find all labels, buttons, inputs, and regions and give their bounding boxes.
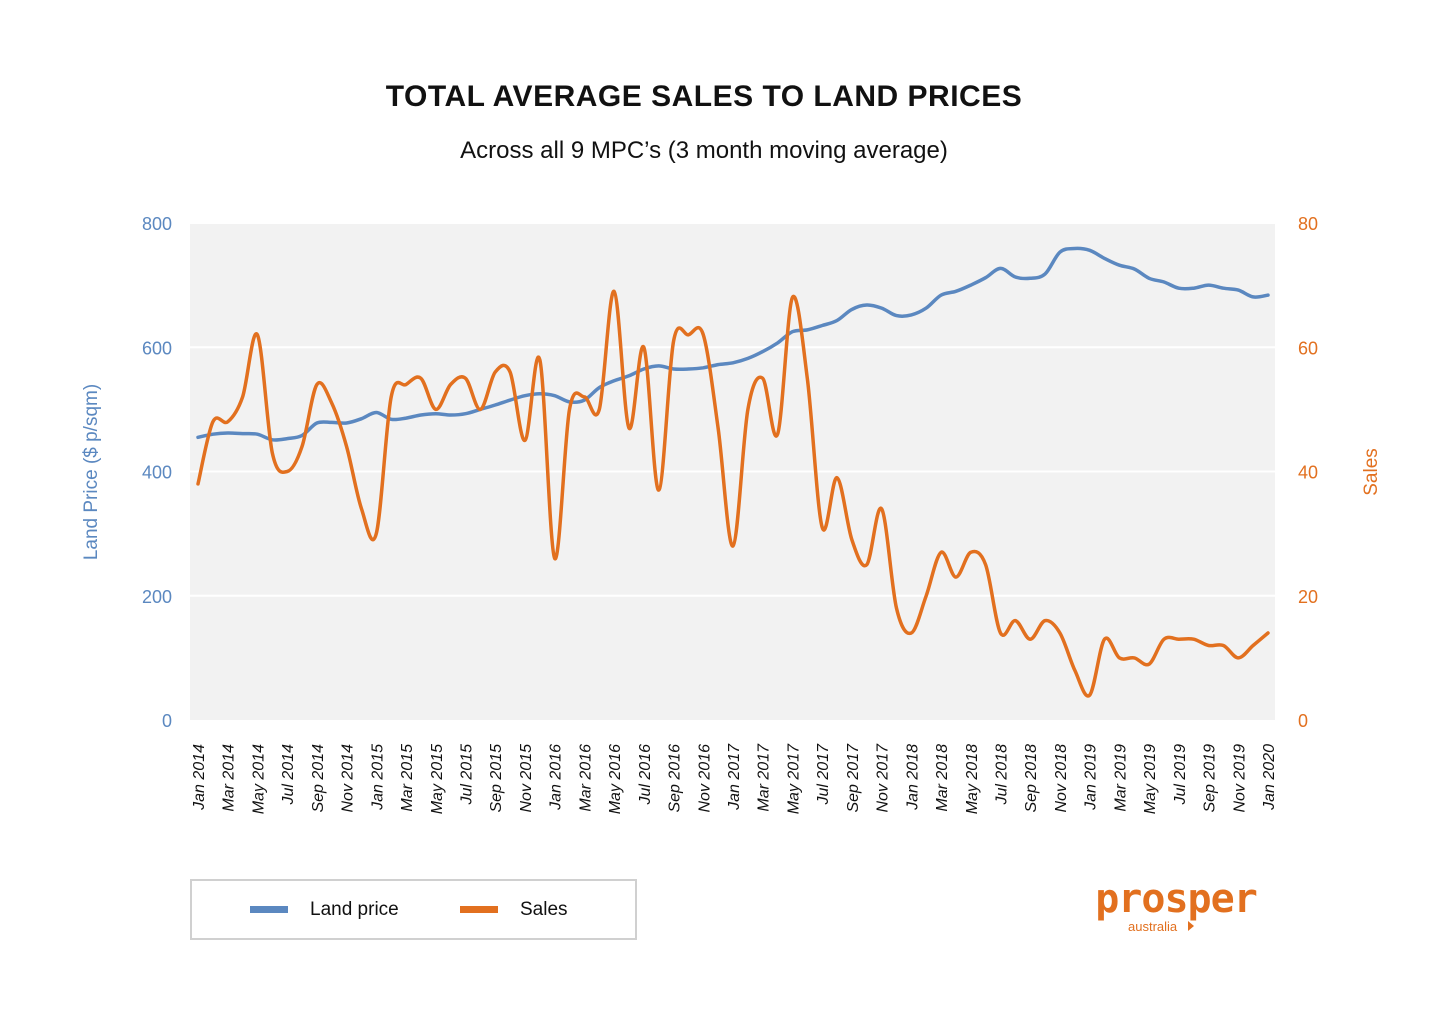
x-tick-label: May 2018	[964, 744, 981, 814]
x-tick-label: Mar 2018	[934, 744, 951, 812]
x-tick-label: Sep 2016	[667, 744, 684, 813]
line-chart: 0 200 400 600 800 0 20 40 60 80 Jan 2014 Mar 2014…	[81, 214, 1382, 814]
x-tick-label: Jan 2017	[726, 743, 743, 811]
x-tick-label: Mar 2019	[1112, 744, 1129, 812]
left-y-tick-label: 200	[142, 587, 172, 607]
right-y-tick-label: 0	[1298, 711, 1308, 731]
x-tick-label: May 2017	[785, 743, 802, 814]
x-tick-label: Sep 2015	[488, 744, 505, 813]
legend-swatch-land-price	[250, 906, 288, 913]
x-tick-label: Nov 2016	[696, 744, 713, 813]
x-tick-label: Jul 2014	[280, 744, 297, 806]
x-axis: Jan 2014 Mar 2014 May 2014 Jul 2014 Sep 2014…	[191, 743, 1278, 814]
x-tick-label: May 2015	[429, 744, 446, 814]
series-line-sales	[196, 289, 1270, 698]
left-y-axis-label: Land Price ($ p/sqm)	[81, 384, 102, 560]
x-tick-label: May 2014	[250, 744, 267, 814]
right-y-axis-label: Sales	[1361, 448, 1382, 496]
legend-item-sales: Sales	[460, 881, 568, 938]
x-tick-label: Sep 2018	[1023, 744, 1040, 813]
right-y-tick-label: 80	[1298, 214, 1318, 234]
x-tick-label: Jul 2015	[459, 744, 476, 806]
left-y-tick-label: 400	[142, 463, 172, 483]
x-tick-label: Nov 2019	[1231, 744, 1248, 813]
x-tick-label: Mar 2016	[577, 744, 594, 812]
x-tick-label: Jul 2017	[815, 743, 832, 806]
x-tick-label: Jan 2016	[548, 744, 565, 811]
x-tick-label: Nov 2015	[518, 744, 535, 813]
right-y-tick-label: 20	[1298, 587, 1318, 607]
prosper-australia-logo: prosper australia	[1095, 878, 1258, 934]
x-tick-label: Jul 2019	[1172, 744, 1189, 806]
legend: Land price Sales	[190, 879, 637, 940]
x-tick-label: Nov 2018	[1053, 744, 1070, 813]
x-tick-label: Sep 2017	[845, 743, 862, 813]
x-tick-label: Nov 2014	[340, 744, 357, 813]
legend-item-land-price: Land price	[250, 881, 399, 938]
right-y-tick-label: 40	[1298, 463, 1318, 483]
logo-tagline: australia	[1128, 919, 1178, 934]
legend-label-sales: Sales	[520, 898, 568, 920]
x-tick-label: Jan 2014	[191, 744, 208, 811]
series-line-land-price	[196, 246, 1270, 442]
x-tick-label: May 2016	[607, 744, 624, 814]
x-tick-label: Jul 2016	[637, 744, 654, 806]
x-tick-label: Jul 2018	[994, 744, 1011, 806]
x-tick-label: Jan 2018	[904, 744, 921, 811]
right-y-tick-label: 60	[1298, 338, 1318, 358]
left-y-tick-label: 0	[162, 711, 172, 731]
right-y-axis: 0 20 40 60 80	[1298, 214, 1318, 731]
legend-label-land-price: Land price	[310, 898, 399, 920]
x-tick-label: Sep 2019	[1202, 744, 1219, 813]
x-tick-label: Nov 2017	[875, 743, 892, 813]
left-y-tick-label: 800	[142, 214, 172, 234]
x-tick-label: Sep 2014	[310, 744, 327, 813]
x-tick-label: Jan 2019	[1083, 744, 1100, 811]
legend-swatch-sales	[460, 906, 498, 913]
x-tick-label: Jan 2020	[1261, 744, 1278, 811]
left-y-tick-label: 600	[142, 338, 172, 358]
series-group	[196, 246, 1270, 698]
logo-wordmark: prosper	[1095, 878, 1257, 922]
x-tick-label: Mar 2015	[399, 744, 416, 812]
left-y-axis: 0 200 400 600 800	[142, 214, 172, 731]
x-tick-label: Mar 2017	[756, 743, 773, 812]
logo-arrow-icon	[1188, 921, 1194, 931]
gridlines	[190, 222, 1275, 597]
x-tick-label: Mar 2014	[221, 744, 238, 812]
chart-title: TOTAL AVERAGE SALES TO LAND PRICES	[385, 80, 1023, 113]
chart-subtitle: Across all 9 MPC’s (3 month moving avera…	[460, 137, 948, 164]
x-tick-label: Jan 2015	[369, 744, 386, 811]
x-tick-label: May 2019	[1142, 744, 1159, 814]
